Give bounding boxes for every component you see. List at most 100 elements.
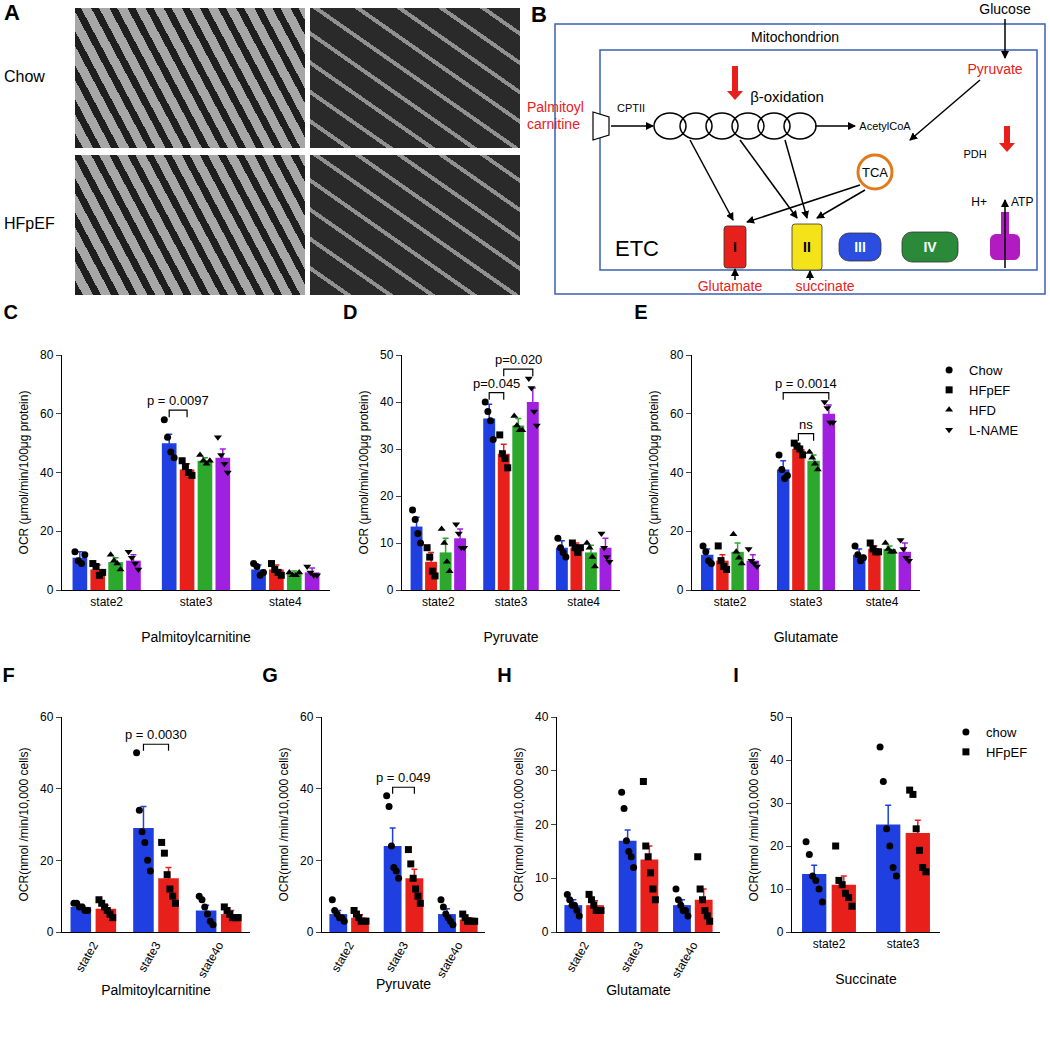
svg-text:I: I xyxy=(733,239,737,255)
svg-text:HFD: HFD xyxy=(969,403,996,418)
svg-text:OCR(nmol /min/10,000 cells): OCR(nmol /min/10,000 cells) xyxy=(512,747,526,901)
svg-text:40: 40 xyxy=(40,466,54,480)
svg-text:state3: state3 xyxy=(383,939,412,975)
svg-text:state3: state3 xyxy=(618,939,647,975)
svg-text:20: 20 xyxy=(535,818,549,832)
svg-text:state2: state2 xyxy=(714,595,747,609)
svg-text:L-NAME: L-NAME xyxy=(969,423,1018,438)
svg-text:80: 80 xyxy=(670,348,684,362)
svg-text:chow: chow xyxy=(986,725,1017,740)
svg-text:Glutamate: Glutamate xyxy=(698,278,763,294)
svg-text:80: 80 xyxy=(40,348,54,362)
svg-text:30: 30 xyxy=(380,442,394,456)
svg-text:ATP: ATP xyxy=(1011,195,1033,209)
svg-text:40: 40 xyxy=(670,466,684,480)
svg-text:state4: state4 xyxy=(269,595,302,609)
svg-text:E: E xyxy=(634,301,647,323)
svg-text:Glutamate: Glutamate xyxy=(606,982,671,998)
svg-text:30: 30 xyxy=(535,764,549,778)
svg-text:60: 60 xyxy=(300,710,314,724)
svg-text:0: 0 xyxy=(677,583,684,597)
svg-text:60: 60 xyxy=(40,710,54,724)
svg-text:III: III xyxy=(854,239,866,255)
svg-text:TCA: TCA xyxy=(862,165,888,180)
svg-text:20: 20 xyxy=(40,854,54,868)
svg-text:ETC: ETC xyxy=(615,236,659,261)
svg-text:Pyruvate: Pyruvate xyxy=(967,61,1022,77)
svg-text:state3: state3 xyxy=(495,595,528,609)
svg-text:p = 0.0014: p = 0.0014 xyxy=(775,376,837,391)
svg-text:state2: state2 xyxy=(328,939,357,975)
svg-text:40: 40 xyxy=(40,782,54,796)
svg-text:state4: state4 xyxy=(866,595,899,609)
svg-text:state4o: state4o xyxy=(434,939,466,980)
svg-text:carnitine: carnitine xyxy=(527,116,580,132)
svg-text:OCR (μmol/min/100μg protein): OCR (μmol/min/100μg protein) xyxy=(357,391,371,555)
svg-text:state4: state4 xyxy=(567,595,600,609)
svg-text:F: F xyxy=(3,664,15,686)
svg-text:AcetylCoA: AcetylCoA xyxy=(859,120,911,132)
svg-text:20: 20 xyxy=(380,489,394,503)
svg-text:state4o: state4o xyxy=(195,939,227,980)
svg-text:50: 50 xyxy=(770,710,784,724)
svg-text:OCR(nmol /min/10,000 cells): OCR(nmol /min/10,000 cells) xyxy=(17,747,31,901)
svg-text:HFpEF: HFpEF xyxy=(986,745,1027,760)
svg-text:Chow: Chow xyxy=(969,363,1003,378)
svg-text:Palmitoylcarnitine: Palmitoylcarnitine xyxy=(101,982,211,998)
svg-text:10: 10 xyxy=(770,882,784,896)
svg-text:D: D xyxy=(343,301,357,323)
svg-text:p = 0.049: p = 0.049 xyxy=(376,770,431,785)
svg-text:PDH: PDH xyxy=(963,148,986,160)
svg-text:Glucose: Glucose xyxy=(979,1,1031,17)
svg-text:CPTII: CPTII xyxy=(617,102,645,114)
svg-text:20: 20 xyxy=(670,524,684,538)
svg-text:20: 20 xyxy=(40,524,54,538)
svg-text:HFpEF: HFpEF xyxy=(969,383,1010,398)
svg-text:IV: IV xyxy=(923,239,937,255)
svg-text:B: B xyxy=(531,2,547,27)
svg-text:0: 0 xyxy=(307,925,314,939)
svg-text:H: H xyxy=(497,664,511,686)
svg-text:OCR(nmol /min/10,000 cells): OCR(nmol /min/10,000 cells) xyxy=(277,747,291,901)
svg-text:20: 20 xyxy=(770,839,784,853)
svg-text:Mitochondrion: Mitochondrion xyxy=(751,29,839,45)
svg-text:state2: state2 xyxy=(563,939,592,975)
svg-text:succinate: succinate xyxy=(795,278,854,294)
svg-text:II: II xyxy=(803,239,811,255)
svg-text:10: 10 xyxy=(380,536,394,550)
svg-text:OCR(nmol /min/10,000 cells): OCR(nmol /min/10,000 cells) xyxy=(747,747,761,901)
svg-text:60: 60 xyxy=(40,407,54,421)
svg-text:p=0.020: p=0.020 xyxy=(495,352,542,367)
svg-text:50: 50 xyxy=(380,348,394,362)
svg-text:0: 0 xyxy=(777,925,784,939)
svg-text:ns: ns xyxy=(799,417,813,432)
svg-text:OCR (μmol/min/100μg protein): OCR (μmol/min/100μg protein) xyxy=(647,391,661,555)
svg-text:H+: H+ xyxy=(971,195,987,209)
svg-text:state2: state2 xyxy=(813,937,846,951)
svg-text:state2: state2 xyxy=(422,595,455,609)
svg-text:p = 0.0097: p = 0.0097 xyxy=(147,393,209,408)
svg-text:state3: state3 xyxy=(790,595,823,609)
svg-text:40: 40 xyxy=(300,782,314,796)
svg-text:state3: state3 xyxy=(180,595,213,609)
svg-text:Palmitoyl: Palmitoyl xyxy=(527,99,584,115)
svg-text:p = 0.0030: p = 0.0030 xyxy=(125,727,187,742)
svg-text:state2: state2 xyxy=(73,939,102,975)
svg-text:Glutamate: Glutamate xyxy=(774,629,839,645)
svg-text:40: 40 xyxy=(770,753,784,767)
svg-text:20: 20 xyxy=(300,854,314,868)
svg-text:state4o: state4o xyxy=(669,939,701,980)
svg-text:30: 30 xyxy=(770,796,784,810)
svg-text:Pyruvate: Pyruvate xyxy=(376,976,431,992)
svg-text:β-oxidation: β-oxidation xyxy=(750,88,824,105)
svg-text:0: 0 xyxy=(387,583,394,597)
svg-text:60: 60 xyxy=(670,407,684,421)
svg-text:G: G xyxy=(262,664,278,686)
svg-text:p=0.045: p=0.045 xyxy=(473,376,520,391)
svg-text:state3: state3 xyxy=(135,939,164,975)
svg-text:0: 0 xyxy=(47,925,54,939)
svg-text:Succinate: Succinate xyxy=(835,971,897,987)
svg-text:Pyruvate: Pyruvate xyxy=(483,629,538,645)
svg-text:40: 40 xyxy=(380,395,394,409)
svg-text:I: I xyxy=(733,664,739,686)
